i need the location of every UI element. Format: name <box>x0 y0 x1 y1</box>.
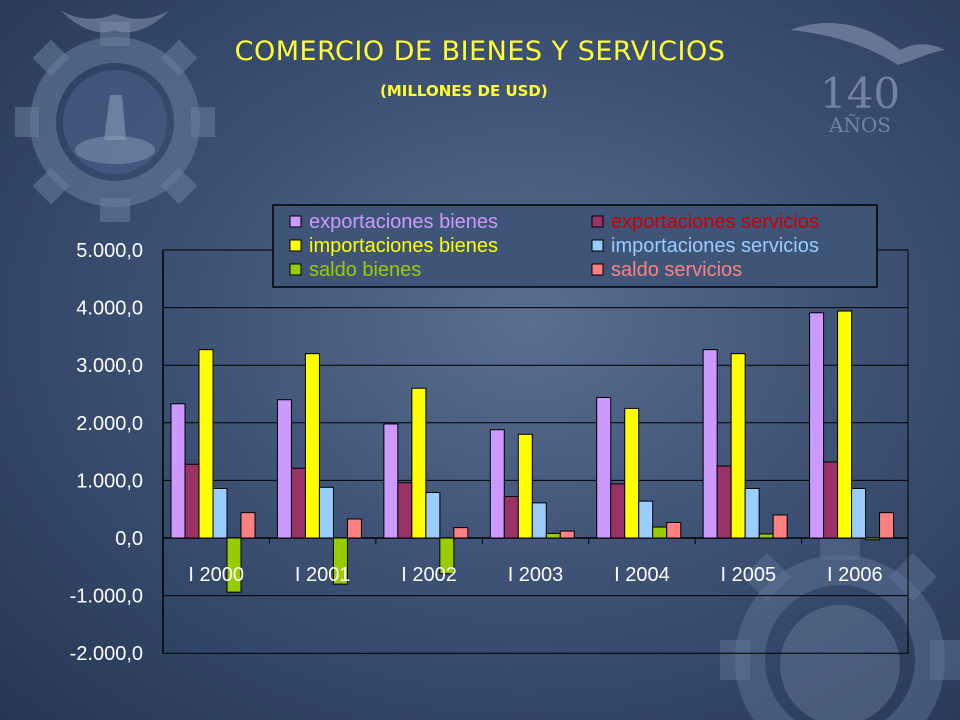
bar <box>240 512 256 539</box>
legend-box <box>272 204 878 288</box>
bar <box>666 521 682 539</box>
legend-label: saldo servicios <box>611 259 742 281</box>
bar <box>744 487 760 539</box>
bar <box>702 349 718 539</box>
y-tick-label: 5.000,0 <box>76 240 143 262</box>
legend-swatch <box>289 263 302 276</box>
bar <box>425 491 441 539</box>
anniversary-logo: 140 AÑOS <box>790 22 945 137</box>
bar <box>545 532 561 539</box>
bar <box>823 461 839 539</box>
bar <box>439 537 455 575</box>
bar <box>809 312 825 539</box>
bar <box>758 533 774 539</box>
x-tick-label: I 2004 <box>614 564 670 586</box>
bar <box>318 486 334 539</box>
legend-swatch <box>289 215 302 228</box>
bar <box>397 482 413 539</box>
bar <box>453 527 469 539</box>
bar <box>226 537 242 593</box>
bar <box>730 353 746 539</box>
bar <box>638 500 654 539</box>
y-tick-label: 1.000,0 <box>76 470 143 492</box>
x-tick-label: I 2002 <box>401 564 457 586</box>
bar <box>517 433 533 539</box>
bar <box>332 537 348 585</box>
bar <box>531 502 547 539</box>
bar <box>851 487 867 539</box>
x-tick-label: I 2005 <box>721 564 777 586</box>
bar <box>198 349 214 539</box>
legend-label: exportaciones servicios <box>611 211 819 233</box>
legend-swatch <box>289 239 302 252</box>
bar <box>411 387 427 539</box>
bar <box>652 526 668 539</box>
y-tick-label: 4.000,0 <box>76 298 143 320</box>
bar <box>837 310 853 539</box>
bar <box>503 496 519 539</box>
bar <box>212 487 228 539</box>
bar <box>624 407 640 539</box>
legend-swatch <box>591 215 604 228</box>
chart-title: COMERCIO DE BIENES Y SERVICIOS <box>234 36 726 67</box>
bar <box>383 423 399 539</box>
bar <box>596 396 612 539</box>
legend-label: exportaciones bienes <box>309 211 498 233</box>
bar <box>290 467 306 539</box>
legend-label: saldo bienes <box>309 259 421 281</box>
bar <box>489 429 505 539</box>
bar <box>610 483 626 539</box>
chart-subtitle: (MILLONES DE USD) <box>380 82 548 100</box>
y-tick-label: 3.000,0 <box>76 355 143 377</box>
legend-label: importaciones bienes <box>309 235 498 257</box>
emblem-logo <box>15 10 215 222</box>
bar <box>772 514 788 539</box>
y-tick-label: -1.000,0 <box>70 586 143 608</box>
x-tick-label: I 2006 <box>827 564 883 586</box>
bar <box>184 463 200 539</box>
bar <box>304 353 320 539</box>
y-tick-label: -2.000,0 <box>70 643 143 665</box>
x-tick-label: I 2000 <box>188 564 244 586</box>
legend-swatch <box>591 239 604 252</box>
legend-swatch <box>591 263 604 276</box>
y-tick-label: 0,0 <box>115 528 143 550</box>
bar <box>879 512 895 539</box>
bar <box>276 399 292 539</box>
bar <box>865 537 881 541</box>
x-tick-label: I 2001 <box>295 564 351 586</box>
bar <box>346 518 362 539</box>
bar <box>170 403 186 539</box>
bar <box>559 530 575 539</box>
bar <box>716 465 732 539</box>
gear-watermark <box>720 530 960 720</box>
y-tick-label: 2.000,0 <box>76 413 143 435</box>
anniversary-years: 140 <box>820 69 900 118</box>
anniversary-word: AÑOS <box>828 113 891 137</box>
x-tick-label: I 2003 <box>508 564 564 586</box>
legend-label: importaciones servicios <box>611 235 819 257</box>
